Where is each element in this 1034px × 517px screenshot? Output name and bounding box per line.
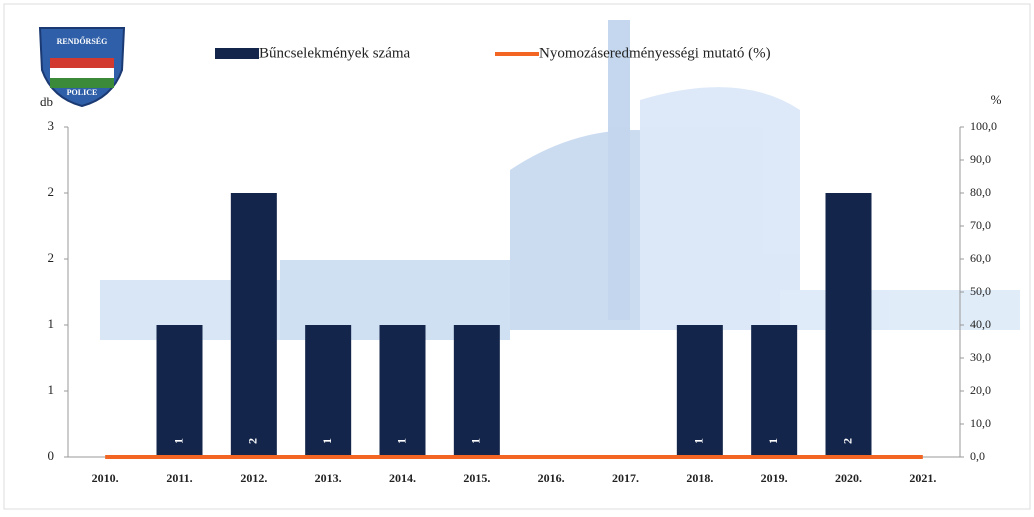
x-tick-label: 2018. [686,471,713,485]
legend-label: Bűncselekmények száma [259,45,411,61]
legend-swatch [215,48,259,59]
y2-tick-label: 20,0 [970,383,991,397]
y-tick-label: 1 [48,316,55,331]
bar [156,325,203,457]
bar-value-label: 1 [692,438,706,444]
y2-tick-label: 50,0 [970,284,991,298]
legend-label: Nyomozáseredményességi mutató (%) [539,45,771,61]
bar-value-label: 1 [320,438,334,444]
bar-value-label: 1 [469,438,483,444]
legend: Bűncselekmények száma Nyomozáseredményess… [215,45,771,61]
y-axis-title: db [40,94,53,109]
logo-top-text: RENDŐRSÉG [57,36,108,46]
bar-value-label: 2 [840,438,854,444]
bar [379,325,426,457]
x-tick-label: 2020. [835,471,862,485]
y-tick-label: 3 [48,118,55,133]
bar [453,325,500,457]
x-tick-label: 2021. [909,471,936,485]
y2-tick-label: 60,0 [970,251,991,265]
bar-value-label: 1 [171,438,185,444]
y2-tick-label: 0,0 [970,449,985,463]
bar [230,193,277,457]
y2-axis-title: % [991,92,1002,107]
y2-tick-label: 30,0 [970,350,991,364]
y-tick-label: 2 [48,184,55,199]
x-tick-label: 2011. [166,471,192,485]
bar [825,193,872,457]
y2-tick-label: 100,0 [970,119,997,133]
logo: RENDŐRSÉG POLICE [38,27,126,108]
x-tick-label: 2012. [240,471,267,485]
y2-tick-label: 90,0 [970,152,991,166]
x-tick-label: 2014. [389,471,416,485]
y2-tick-label: 70,0 [970,218,991,232]
y2-tick-label: 10,0 [970,416,991,430]
y2-tick-label: 40,0 [970,317,991,331]
x-tick-label: 2015. [463,471,490,485]
x-tick-label: 2013. [315,471,342,485]
bar [305,325,352,457]
x-tick-label: 2010. [92,471,119,485]
bar [751,325,798,457]
bar [676,325,723,457]
x-tick-label: 2019. [761,471,788,485]
bar-value-label: 1 [394,438,408,444]
y-tick-label: 0 [48,448,55,463]
bar-value-label: 2 [246,438,260,444]
bar-value-label: 1 [766,438,780,444]
logo-bottom-text: POLICE [67,88,98,97]
x-tick-label: 2016. [538,471,565,485]
y2-tick-label: 80,0 [970,185,991,199]
y-tick-label: 2 [48,250,55,265]
x-tick-label: 2017. [612,471,639,485]
y-tick-label: 1 [48,382,55,397]
